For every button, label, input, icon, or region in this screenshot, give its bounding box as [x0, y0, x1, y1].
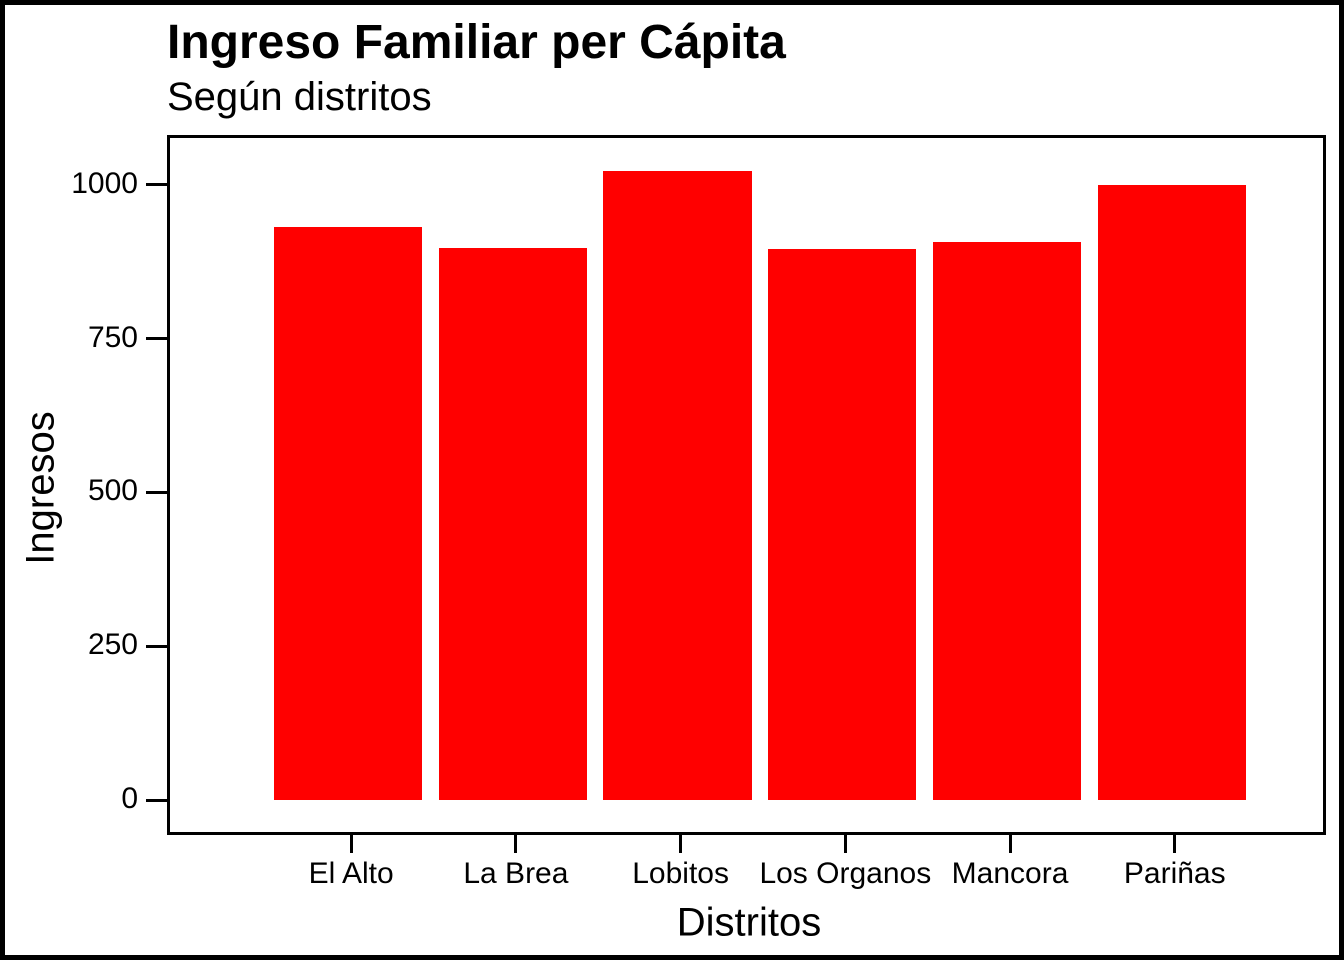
x-tick-label: El Alto: [308, 857, 394, 890]
chart-panel: [167, 135, 1326, 835]
y-tick-mark: [146, 183, 167, 187]
x-tick-mark: [349, 835, 353, 853]
y-tick-label: 250: [87, 628, 138, 662]
x-tick-mark: [1173, 835, 1177, 853]
y-tick-label: 500: [87, 474, 138, 508]
y-tick-label: 1000: [71, 166, 138, 200]
x-tick-label: Pariñas: [1123, 857, 1226, 890]
y-tick-mark: [146, 644, 167, 648]
y-axis-title: Ingresos: [18, 411, 63, 565]
x-tick-mark: [843, 835, 847, 853]
y-tick-label: 750: [87, 320, 138, 354]
x-axis-title: Distritos: [676, 900, 822, 945]
bar-los-organos: [768, 249, 917, 800]
x-tick-label: La Brea: [463, 857, 569, 890]
chart-subtitle: Según distritos: [167, 75, 432, 119]
y-tick-label: 0: [121, 782, 138, 815]
bar-el-alto: [274, 227, 423, 800]
bar-parinas: [1097, 184, 1246, 800]
bar-lobitos: [603, 171, 752, 800]
bar-mancora: [932, 241, 1082, 800]
x-tick-label: Los Organos: [759, 857, 932, 890]
x-tick-mark: [679, 835, 683, 853]
y-tick-mark: [146, 798, 167, 802]
x-tick-mark: [514, 835, 518, 853]
y-tick-mark: [146, 490, 167, 494]
y-tick-mark: [146, 337, 167, 341]
bar-la-brea: [438, 248, 587, 800]
chart-title: Ingreso Familiar per Cápita: [167, 16, 786, 69]
x-tick-label: Mancora: [951, 857, 1069, 890]
x-tick-label: Lobitos: [632, 857, 729, 890]
x-tick-mark: [1008, 835, 1012, 853]
